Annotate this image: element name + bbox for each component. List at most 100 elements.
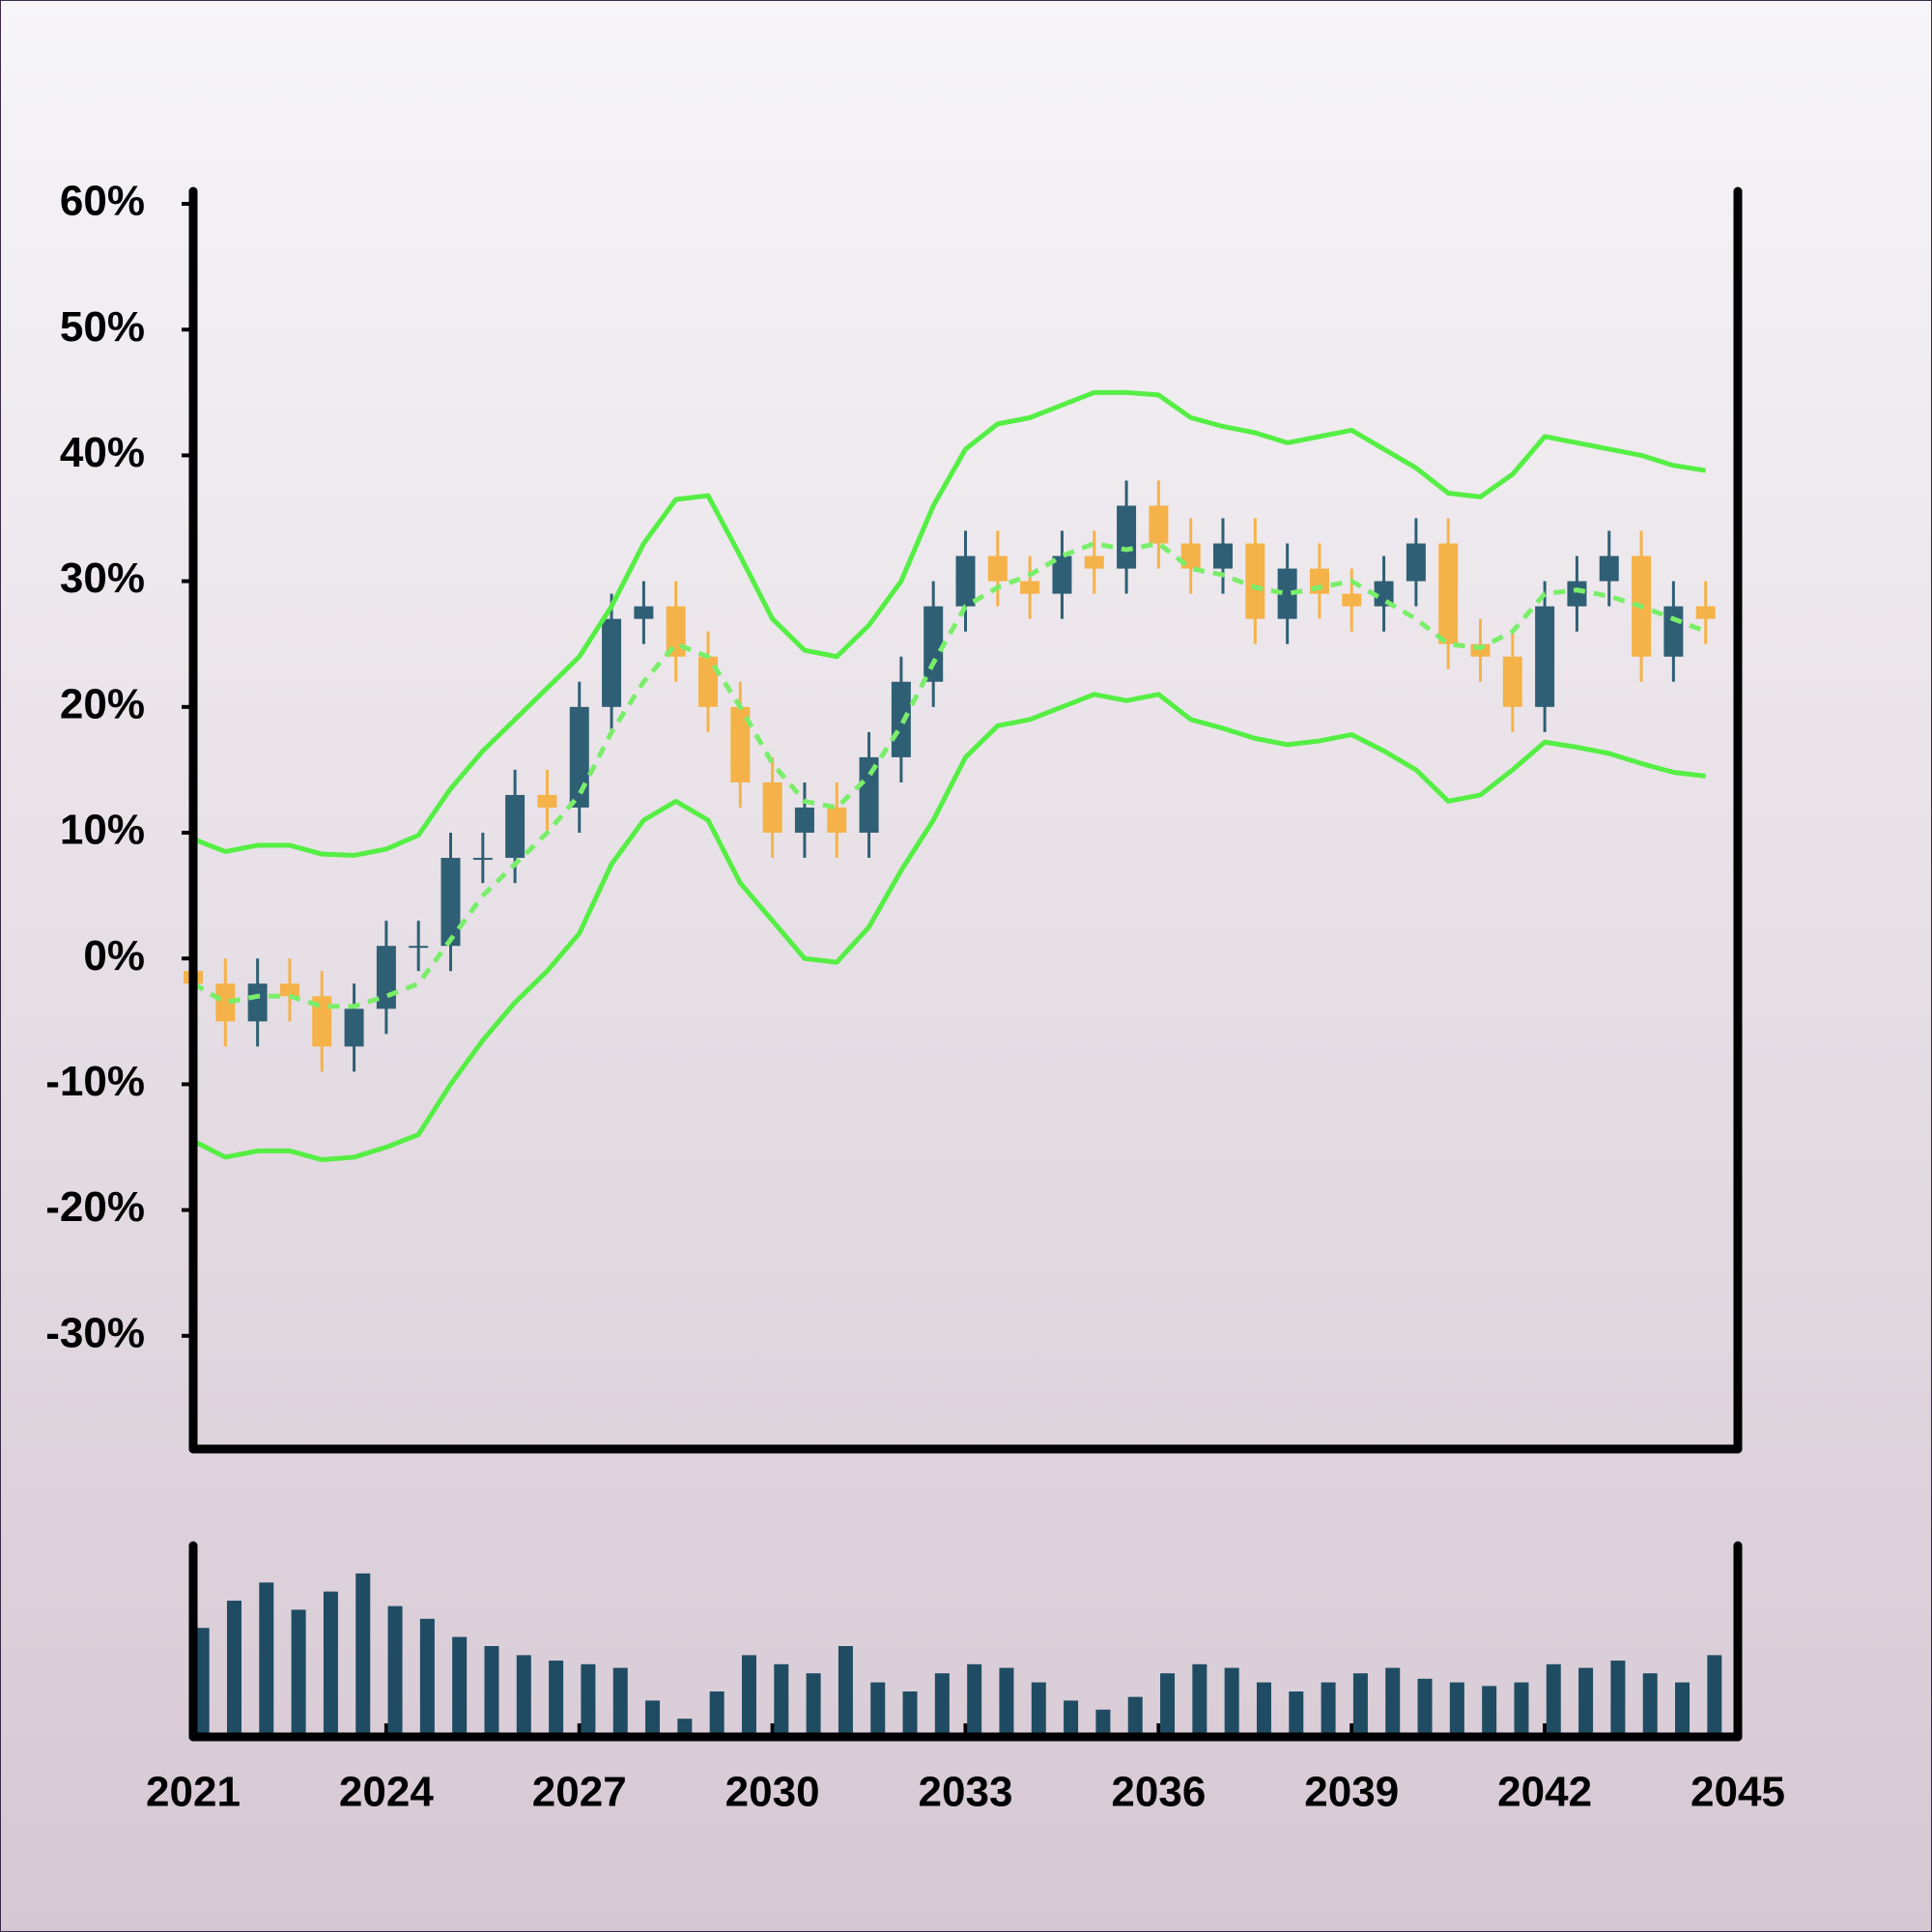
volume-bar <box>1675 1682 1690 1737</box>
volume-bar <box>774 1663 789 1737</box>
candle-body <box>1567 581 1587 607</box>
candle-body <box>923 606 944 682</box>
band-line <box>192 389 1707 858</box>
candle-body <box>472 858 493 861</box>
volume-bar <box>1417 1678 1433 1737</box>
volume-bar <box>1160 1673 1176 1737</box>
volume-bar <box>452 1636 468 1737</box>
band-line <box>191 692 1706 1163</box>
volume-bar <box>677 1719 693 1737</box>
volume-bar <box>741 1655 756 1737</box>
volume-bar <box>1095 1709 1111 1737</box>
volume-bar <box>934 1673 950 1737</box>
candle-body <box>602 618 622 707</box>
volume-bar <box>484 1646 499 1737</box>
y-tick-label: -10% <box>45 1058 145 1105</box>
candle-body <box>409 946 429 949</box>
volume-bar <box>194 1628 210 1737</box>
x-tick-label: 2042 <box>1497 1769 1592 1816</box>
candle-body <box>1277 568 1297 619</box>
volume-bar <box>902 1691 918 1737</box>
volume-bar <box>1256 1682 1271 1737</box>
y-tick-label: 30% <box>60 554 145 602</box>
candle-body <box>1213 543 1233 569</box>
candle-body <box>987 555 1008 582</box>
candle-body <box>1084 555 1104 569</box>
volume-bar <box>1449 1682 1464 1737</box>
candle-body <box>762 781 782 834</box>
x-tick-label: 2036 <box>1111 1769 1206 1816</box>
candle-body <box>537 794 557 808</box>
candle-body <box>1020 581 1040 594</box>
candle-body <box>505 794 526 859</box>
volume-bar <box>709 1691 724 1737</box>
volume-bar <box>387 1605 403 1737</box>
candle-body <box>1149 505 1169 544</box>
volume-bar <box>1546 1663 1561 1737</box>
volume-bar <box>645 1700 661 1737</box>
candle-body <box>1342 593 1362 607</box>
candle-body <box>955 555 976 607</box>
volume-bar <box>1192 1663 1208 1737</box>
x-tick-label: 2021 <box>146 1769 241 1816</box>
volume-bar <box>355 1573 371 1737</box>
volume-bar <box>323 1591 338 1737</box>
volume-bar <box>581 1663 596 1737</box>
volume-bar <box>1578 1667 1594 1737</box>
x-tick-label: 2033 <box>919 1769 1013 1816</box>
x-tick-label: 2045 <box>1690 1769 1785 1816</box>
volume-bar <box>1289 1691 1304 1737</box>
candle-body <box>279 983 299 997</box>
volume-bar <box>1610 1661 1626 1737</box>
volume-bar <box>1321 1682 1336 1737</box>
volume-bar <box>1707 1655 1722 1737</box>
volume-bar <box>1224 1667 1239 1737</box>
y-tick-label: -20% <box>45 1183 145 1231</box>
volume-bar <box>870 1682 886 1737</box>
volume-bar <box>999 1667 1014 1737</box>
candle-body <box>215 983 236 1022</box>
y-tick-label: 0% <box>83 932 145 980</box>
volume-bar <box>806 1673 821 1737</box>
candle-body <box>634 606 654 619</box>
candle-body <box>440 858 461 947</box>
volume-bar <box>1514 1682 1529 1737</box>
volume-bar <box>226 1601 242 1737</box>
candle-body <box>1406 543 1426 582</box>
y-tick-label: -30% <box>45 1309 145 1356</box>
candle-body <box>1535 606 1555 707</box>
candle-body <box>698 656 718 707</box>
candle-body <box>1245 543 1265 619</box>
candle-body <box>1502 656 1522 707</box>
volume-bar <box>1482 1686 1497 1737</box>
candle-body <box>247 983 268 1022</box>
candle-body <box>1374 581 1394 607</box>
volume-bar <box>1385 1667 1401 1737</box>
volume-bar <box>612 1667 628 1737</box>
volume-bar <box>967 1663 982 1737</box>
candle-body <box>1117 505 1137 569</box>
candle-body <box>891 681 911 757</box>
x-tick-label: 2027 <box>532 1769 627 1816</box>
volume-bar <box>1064 1700 1079 1737</box>
y-tick-label: 60% <box>60 178 145 225</box>
volume-bar <box>291 1609 306 1737</box>
x-tick-label: 2039 <box>1304 1769 1399 1816</box>
candle-body <box>859 756 879 834</box>
candle-body <box>794 807 814 834</box>
volume-bar <box>549 1661 564 1737</box>
candle-body <box>312 996 332 1047</box>
candle-body <box>569 706 589 808</box>
candle-body <box>1695 606 1716 619</box>
y-tick-label: 10% <box>60 807 145 854</box>
candle-body <box>1052 555 1072 594</box>
candle-body <box>1438 543 1459 644</box>
candle-body <box>344 1009 364 1047</box>
volume-bar <box>1352 1673 1368 1737</box>
candle-body <box>376 946 396 1009</box>
volume-bar <box>838 1646 853 1737</box>
band-line <box>191 541 1707 1009</box>
candle-body <box>1663 606 1684 657</box>
